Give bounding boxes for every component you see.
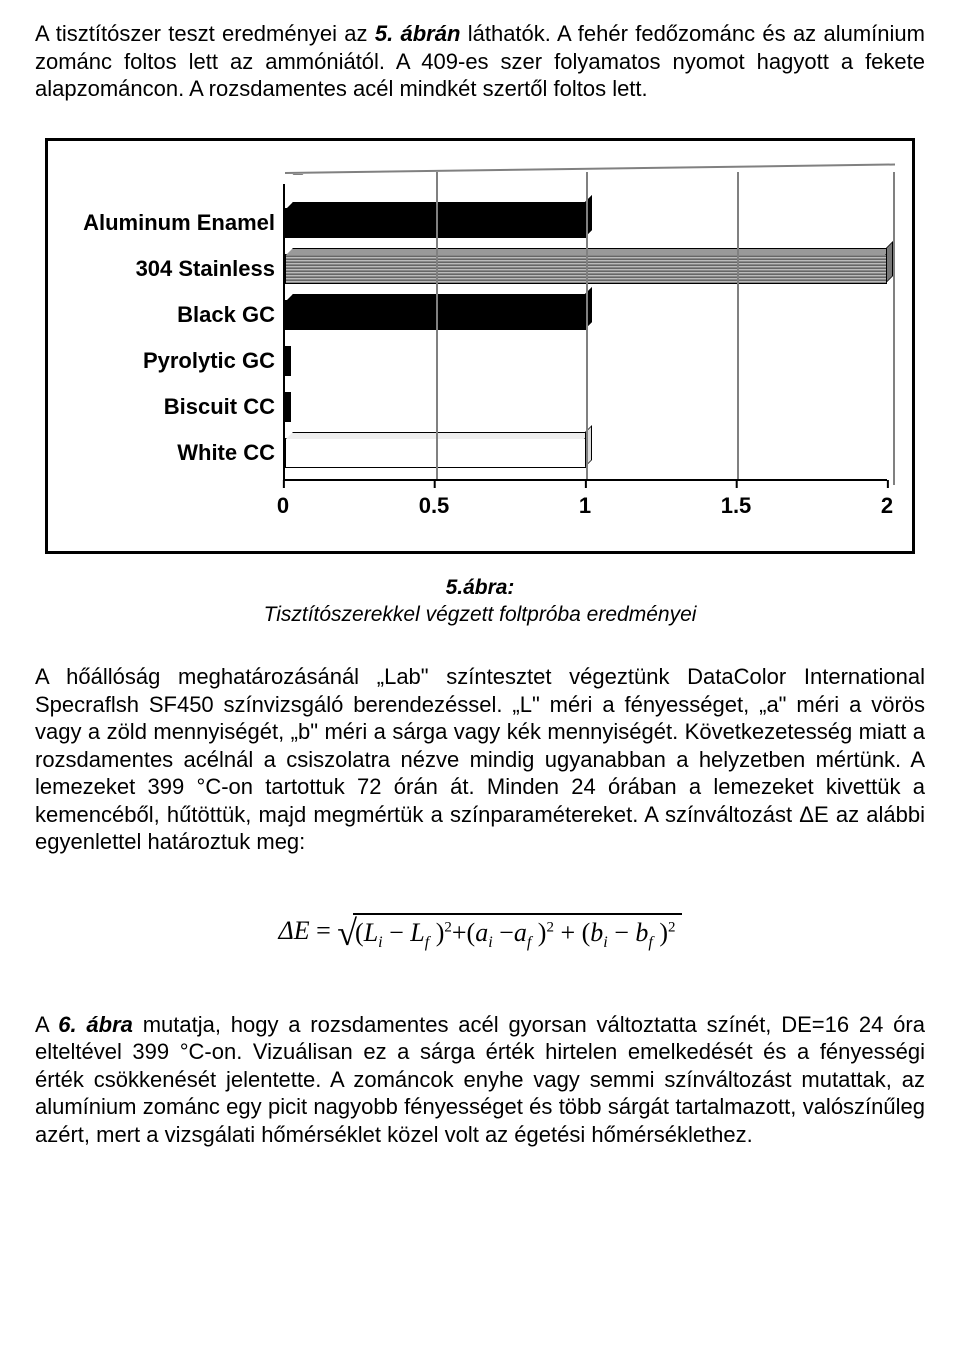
results-paragraph: A 6. ábra mutatja, hogy a rozsdamentes a… bbox=[35, 1011, 925, 1149]
intro-paragraph: A tisztítószer teszt eredményei az 5. áb… bbox=[35, 20, 925, 103]
chart-plot-area bbox=[283, 184, 887, 481]
caption-text: Tisztítószerekkel végzett foltpróba ered… bbox=[264, 603, 697, 626]
chart-x-tick-label: 0.5 bbox=[419, 492, 450, 520]
chart-category-label: Black GC bbox=[73, 292, 283, 338]
chart-category-label: White CC bbox=[73, 430, 283, 476]
chart-category-label: Pyrolytic GC bbox=[73, 338, 283, 384]
delta-e-equation: ΔE = √(Li − Lf )2+(ai −af )2 + (bi − bf … bbox=[35, 911, 925, 956]
method-paragraph: A hőállóság meghatározásánál „Lab" színt… bbox=[35, 663, 925, 856]
chart-category-label: 304 Stainless bbox=[73, 246, 283, 292]
chart-x-tick-label: 1 bbox=[579, 492, 591, 520]
chart-x-ticks: 00.511.52 bbox=[283, 486, 887, 516]
chart-x-tick-label: 1.5 bbox=[721, 492, 752, 520]
chart-bar bbox=[285, 392, 291, 422]
chart-frame: Aluminum Enamel304 StainlessBlack GCPyro… bbox=[45, 138, 915, 554]
caption-figure-number: 5.ábra: bbox=[446, 576, 515, 599]
chart-x-tick-label: 2 bbox=[881, 492, 893, 520]
chart-category-label: Biscuit CC bbox=[73, 384, 283, 430]
chart-y-labels: Aluminum Enamel304 StainlessBlack GCPyro… bbox=[73, 200, 283, 476]
chart-x-tick-label: 0 bbox=[277, 492, 289, 520]
chart-inner: Aluminum Enamel304 StainlessBlack GCPyro… bbox=[73, 166, 897, 536]
chart-category-label: Aluminum Enamel bbox=[73, 200, 283, 246]
chart-bar bbox=[285, 346, 291, 376]
chart-caption: 5.ábra: Tisztítószerekkel végzett foltpr… bbox=[35, 574, 925, 629]
